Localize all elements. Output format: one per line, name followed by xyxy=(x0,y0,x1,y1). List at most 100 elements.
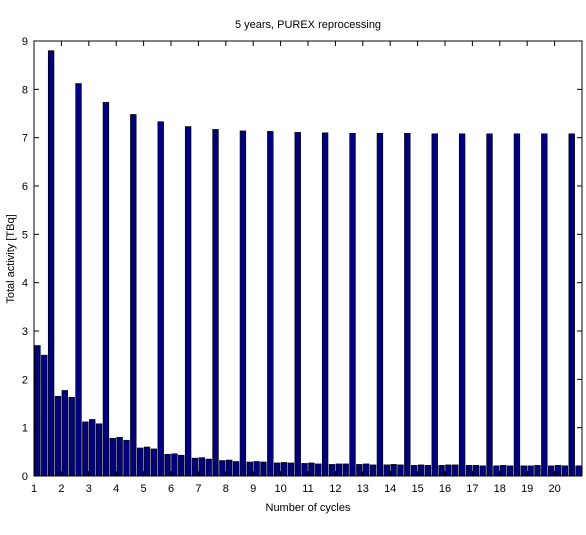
bar xyxy=(123,439,130,477)
bar xyxy=(342,463,349,477)
x-tick-label: 13 xyxy=(357,483,369,495)
bar xyxy=(438,465,445,477)
bar xyxy=(267,131,274,477)
bar xyxy=(116,437,123,477)
bar xyxy=(561,465,569,477)
bar xyxy=(321,132,329,477)
bar xyxy=(232,461,240,477)
x-tick-label: 16 xyxy=(439,483,451,495)
bar xyxy=(253,461,260,477)
bar xyxy=(54,395,62,477)
bar xyxy=(431,133,438,477)
bar xyxy=(130,114,137,477)
bar xyxy=(554,465,562,477)
bar xyxy=(184,126,192,477)
chart-title: 5 years, PUREX reprocessing xyxy=(235,19,381,31)
bar xyxy=(61,390,69,477)
y-tick-label: 4 xyxy=(22,278,28,290)
bar xyxy=(157,121,164,477)
x-tick-label: 19 xyxy=(521,483,533,495)
bar xyxy=(479,465,486,477)
y-tick-label: 3 xyxy=(22,326,28,338)
x-tick-label: 17 xyxy=(466,483,478,495)
x-tick-label: 1 xyxy=(31,483,37,495)
bar xyxy=(137,447,144,477)
x-tick-label: 4 xyxy=(113,483,119,495)
x-tick-label: 18 xyxy=(494,483,506,495)
bar xyxy=(493,465,500,477)
y-tick-label: 2 xyxy=(22,374,28,386)
y-tick-label: 6 xyxy=(22,181,28,193)
bar xyxy=(75,83,82,477)
bar xyxy=(280,462,288,477)
x-tick-label: 3 xyxy=(86,483,92,495)
x-tick-label: 15 xyxy=(411,483,423,495)
bar xyxy=(458,133,466,477)
y-tick-label: 7 xyxy=(22,133,28,145)
bar xyxy=(356,464,363,477)
x-tick-label: 5 xyxy=(141,483,147,495)
bar xyxy=(260,461,267,477)
bar xyxy=(95,423,103,477)
bar xyxy=(486,133,493,477)
bar xyxy=(273,462,281,477)
bar xyxy=(109,437,116,477)
bar xyxy=(417,464,425,477)
bar xyxy=(513,133,521,477)
bar xyxy=(500,465,507,477)
bar xyxy=(294,132,301,477)
bar xyxy=(164,453,171,477)
bar xyxy=(34,345,41,477)
bar xyxy=(82,421,89,477)
y-tick-label: 0 xyxy=(22,471,28,483)
bar xyxy=(47,50,55,477)
bar xyxy=(363,463,370,477)
bar xyxy=(239,130,247,477)
y-tick-label: 1 xyxy=(22,423,28,435)
bar xyxy=(335,463,343,477)
bar xyxy=(308,462,315,477)
bar xyxy=(534,465,541,477)
bar xyxy=(424,465,432,477)
bar xyxy=(198,457,205,477)
bar xyxy=(390,464,397,477)
bar xyxy=(178,454,185,477)
bar xyxy=(383,464,390,477)
bar xyxy=(445,464,452,477)
bar xyxy=(212,129,219,477)
x-tick-label: 7 xyxy=(195,483,201,495)
x-tick-label: 10 xyxy=(274,483,286,495)
bar xyxy=(205,458,212,477)
y-axis-label: Total activity [TBq] xyxy=(5,214,17,303)
bar xyxy=(41,354,48,477)
y-tick-label: 8 xyxy=(22,84,28,96)
bar xyxy=(102,102,110,477)
axes-layer: 1 2 3 4 5 6 7 8 9 10 11 12 13 14 15 16 17 18 19 20012345678… xyxy=(22,36,583,495)
x-axis-label: Number of cycles xyxy=(266,502,351,514)
y-tick-label: 9 xyxy=(22,36,28,48)
bar xyxy=(301,463,308,477)
bar xyxy=(171,453,178,477)
x-tick-label: 2 xyxy=(58,483,64,495)
bar xyxy=(506,465,514,477)
bar xyxy=(397,464,404,477)
bar xyxy=(465,465,473,477)
x-tick-label: 6 xyxy=(168,483,174,495)
x-tick-label: 20 xyxy=(548,483,560,495)
bar xyxy=(472,465,480,477)
bar xyxy=(541,133,548,477)
bar xyxy=(452,464,459,477)
y-tick-label: 5 xyxy=(22,229,28,241)
x-tick-label: 11 xyxy=(302,483,313,495)
bar xyxy=(349,133,356,477)
bar xyxy=(89,419,96,477)
bar xyxy=(246,461,253,477)
bar xyxy=(315,463,322,477)
bar xyxy=(219,460,226,477)
bar xyxy=(527,465,534,477)
bar xyxy=(328,464,336,477)
bar xyxy=(369,464,377,477)
bar xyxy=(575,465,582,477)
bar xyxy=(287,462,295,477)
